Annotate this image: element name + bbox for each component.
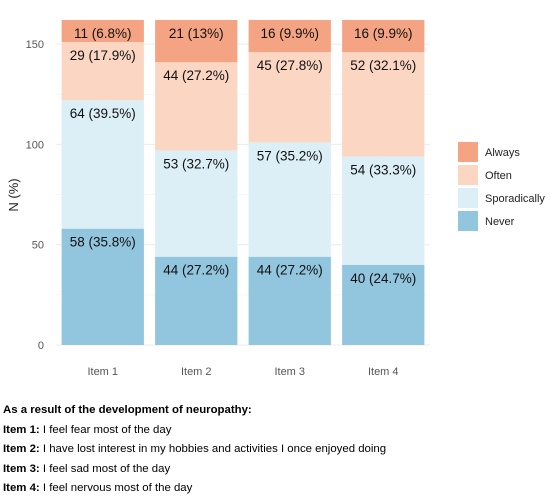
data-label: 57 (35.2%) bbox=[257, 148, 323, 163]
bar-segment-sporadically bbox=[155, 150, 238, 257]
data-label: 16 (9.9%) bbox=[354, 26, 413, 41]
legend-label: Never bbox=[485, 216, 515, 228]
x-tick-label: Item 4 bbox=[368, 366, 399, 378]
data-label: 64 (39.5%) bbox=[70, 106, 136, 121]
y-axis: 0 50 100 150 bbox=[26, 39, 44, 352]
data-label: 58 (35.8%) bbox=[70, 235, 136, 250]
data-label: 54 (33.3%) bbox=[350, 162, 416, 177]
bar-segment-always bbox=[61, 20, 144, 43]
data-labels: 58 (35.8%) 64 (39.5%) 29 (17.9%) 11 (6.8%) 4… bbox=[70, 26, 417, 286]
legend-label: Always bbox=[485, 147, 520, 159]
data-label: 44 (27.2%) bbox=[257, 263, 323, 278]
legend-swatch-sporadically bbox=[458, 188, 478, 208]
data-label: 52 (32.1%) bbox=[350, 58, 416, 73]
legend-label: Often bbox=[485, 170, 512, 182]
caption-item-4: Item 4: I feel nervous most of the day bbox=[3, 482, 193, 495]
x-axis: Item 1 Item 2 Item 3 Item 4 bbox=[87, 366, 398, 378]
bar-segment-always bbox=[342, 20, 425, 53]
stacked-bar-chart: 58 (35.8%) 64 (39.5%) 29 (17.9%) 11 (6.8%) 4… bbox=[6, 20, 545, 378]
data-label: 16 (9.9%) bbox=[260, 26, 319, 41]
bar-segment-never bbox=[61, 228, 144, 345]
y-tick-label: 150 bbox=[26, 39, 44, 51]
bar-segment-often bbox=[248, 52, 331, 143]
x-tick-label: Item 3 bbox=[274, 366, 305, 378]
caption-item-1: Item 1: I feel fear most of the day bbox=[3, 423, 172, 436]
data-label: 29 (17.9%) bbox=[70, 48, 136, 63]
bar-segment-never bbox=[155, 256, 238, 345]
bar-segment-never bbox=[248, 256, 331, 345]
bar-segment-sporadically bbox=[342, 156, 425, 265]
caption-item-2: Item 2: I have lost interest in my hobbi… bbox=[3, 443, 387, 456]
chart-svg: 58 (35.8%) 64 (39.5%) 29 (17.9%) 11 (6.8%) 4… bbox=[6, 20, 545, 378]
data-label: 45 (27.8%) bbox=[257, 58, 323, 73]
legend-swatch-never bbox=[458, 211, 478, 231]
figure-caption: As a result of the development of neurop… bbox=[3, 401, 548, 499]
bar-segment-sporadically bbox=[61, 100, 144, 229]
data-label: 40 (24.7%) bbox=[350, 271, 416, 286]
caption-heading: As a result of the development of neurop… bbox=[3, 404, 252, 416]
x-tick-label: Item 2 bbox=[181, 366, 212, 378]
data-label: 11 (6.8%) bbox=[74, 26, 132, 41]
caption-item-3: Item 3: I feel sad most of the day bbox=[3, 462, 171, 475]
bar-segment-sporadically bbox=[248, 142, 331, 257]
y-tick-label: 0 bbox=[38, 340, 44, 352]
legend-swatch-always bbox=[458, 142, 478, 162]
data-label: 53 (32.7%) bbox=[163, 156, 229, 171]
legend-label: Sporadically bbox=[485, 193, 545, 205]
bar-segment-often bbox=[61, 42, 144, 101]
y-tick-label: 100 bbox=[26, 139, 44, 151]
bars bbox=[61, 20, 425, 345]
y-tick-label: 50 bbox=[32, 240, 44, 252]
data-label: 44 (27.2%) bbox=[163, 263, 229, 278]
legend-swatch-often bbox=[458, 165, 478, 185]
bar-segment-always bbox=[155, 20, 238, 63]
bar-segment-often bbox=[342, 52, 425, 157]
y-axis-title: N (%) bbox=[6, 178, 21, 211]
legend: Always Often Sporadically Never bbox=[458, 142, 545, 231]
data-label: 44 (27.2%) bbox=[163, 68, 229, 83]
x-tick-label: Item 1 bbox=[87, 366, 118, 378]
data-label: 21 (13%) bbox=[169, 26, 224, 41]
bar-segment-always bbox=[248, 20, 331, 53]
bar-segment-never bbox=[342, 264, 425, 345]
bar-segment-often bbox=[155, 62, 238, 151]
